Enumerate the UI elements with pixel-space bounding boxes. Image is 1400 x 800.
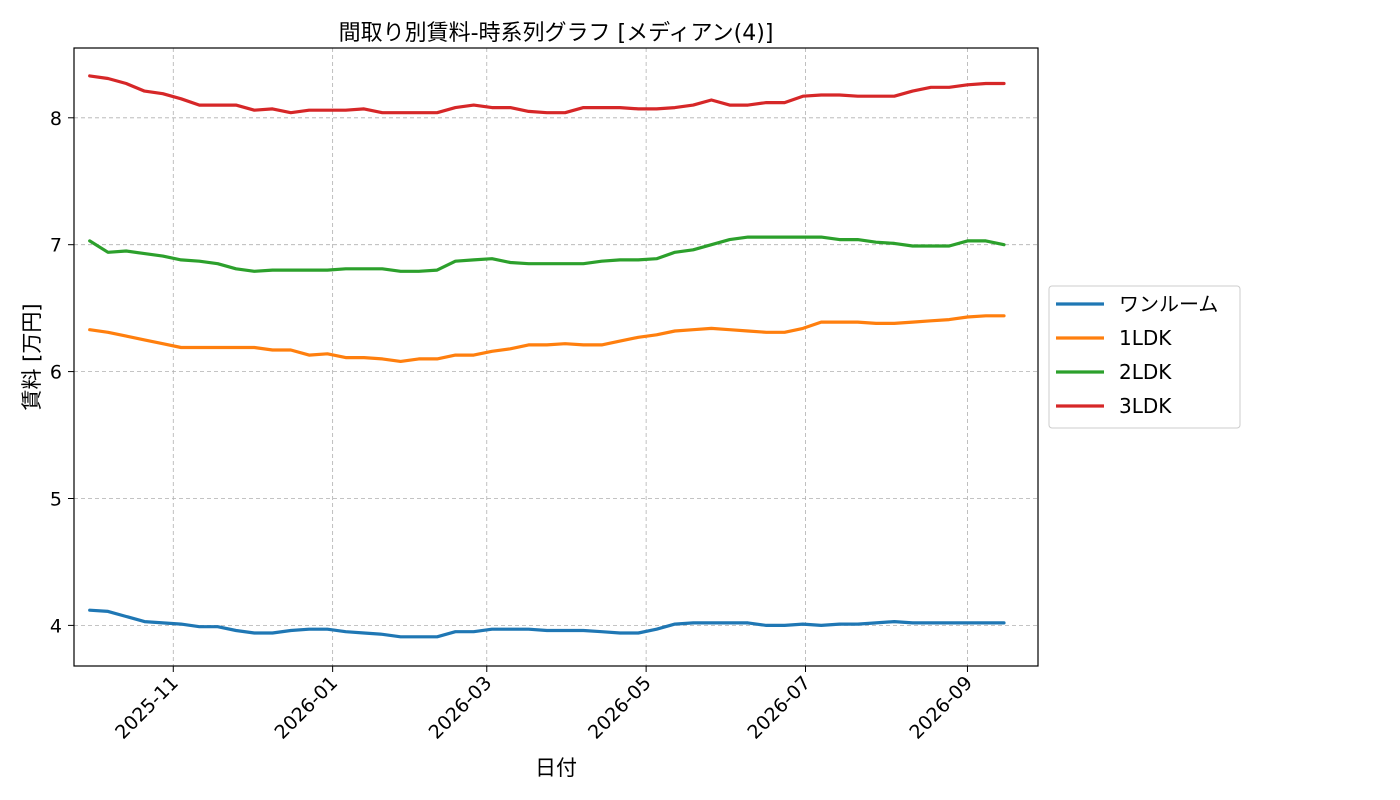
legend-label-3: 3LDK: [1119, 394, 1172, 418]
legend-label-0: ワンルーム: [1119, 292, 1218, 316]
series-line-2: [88, 235, 1006, 273]
y-tick-label: 7: [50, 235, 62, 257]
grid: [74, 48, 1038, 666]
y-axis: 4 5 6 7 8: [50, 108, 74, 637]
legend-frame: [1048, 285, 1241, 429]
series-layer: [88, 74, 1006, 639]
series-line-1: [88, 314, 1006, 363]
chart-title: 間取り別賃料-時系列グラフ [メディアン(4)]: [339, 21, 774, 46]
series-line-0: [88, 608, 1006, 639]
plot-frame: [73, 47, 1039, 667]
y-axis-title: 賃料 [万円]: [20, 303, 44, 410]
y-tick-label: 6: [50, 362, 62, 384]
series-line-3: [88, 74, 1006, 115]
y-tick-label: 8: [50, 108, 62, 130]
legend-label-2: 2LDK: [1119, 360, 1172, 384]
y-tick-label: 5: [50, 488, 62, 510]
y-tick-label: 4: [50, 615, 62, 637]
x-axis-title: 日付: [535, 756, 577, 780]
legend: ワンルーム 1LDK 2LDK 3LDK: [1048, 285, 1241, 429]
legend-label-1: 1LDK: [1119, 326, 1172, 350]
